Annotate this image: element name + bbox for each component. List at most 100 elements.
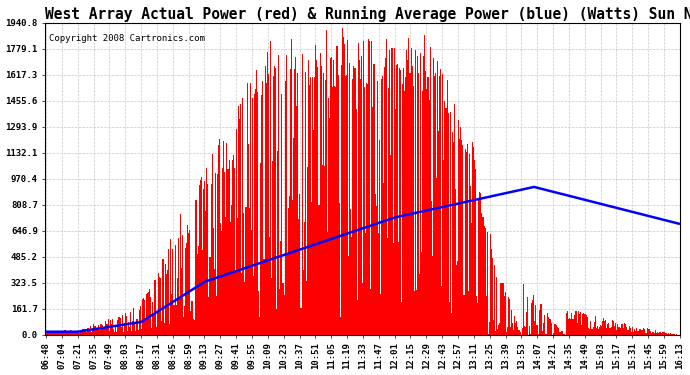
Bar [290,69,291,335]
Bar [611,320,613,335]
Bar [196,200,197,335]
Bar [605,320,607,335]
Bar [581,325,582,335]
Bar [141,299,143,335]
Bar [675,334,676,335]
Bar [475,170,476,335]
Bar [578,311,579,335]
Bar [67,333,68,335]
Bar [544,315,545,335]
Bar [286,55,287,335]
Bar [348,256,349,335]
Bar [170,239,171,335]
Bar [421,252,422,335]
Bar [178,238,179,335]
Bar [73,332,74,335]
Bar [107,324,108,335]
Bar [385,58,386,335]
Bar [546,334,547,335]
Bar [233,155,234,335]
Bar [128,322,129,335]
Bar [474,160,475,335]
Bar [144,300,145,335]
Bar [331,57,332,335]
Bar [506,333,507,335]
Bar [368,39,369,335]
Bar [157,273,159,335]
Bar [333,60,335,335]
Bar [408,38,409,335]
Bar [617,324,618,335]
Bar [598,329,599,335]
Bar [407,60,408,335]
Bar [307,167,308,335]
Bar [90,326,91,335]
Bar [345,76,346,335]
Bar [653,332,654,335]
Bar [234,168,235,335]
Bar [620,328,621,335]
Bar [434,76,435,335]
Bar [66,332,67,335]
Bar [498,325,500,335]
Bar [60,332,61,335]
Bar [412,66,413,335]
Bar [298,219,299,335]
Bar [676,334,677,335]
Bar [573,315,575,335]
Bar [169,324,170,335]
Bar [673,334,674,335]
Bar [94,326,95,335]
Bar [398,242,399,335]
Bar [563,334,564,335]
Bar [324,166,325,335]
Bar [439,76,440,335]
Bar [442,74,444,335]
Bar [310,77,311,335]
Bar [512,324,513,335]
Bar [166,274,167,335]
Bar [553,333,555,335]
Bar [615,323,616,335]
Bar [453,142,454,335]
Bar [547,313,548,335]
Bar [401,302,402,335]
Bar [206,168,208,335]
Bar [176,305,177,335]
Bar [246,83,248,335]
Bar [203,189,204,335]
Bar [624,323,625,335]
Bar [488,334,489,335]
Bar [289,196,290,335]
Text: Copyright 2008 Cartronics.com: Copyright 2008 Cartronics.com [48,34,204,43]
Bar [296,106,297,335]
Bar [562,331,563,335]
Bar [406,50,407,335]
Bar [582,314,583,335]
Bar [96,328,97,335]
Bar [161,321,162,335]
Bar [649,328,650,335]
Bar [110,320,111,335]
Bar [428,100,430,335]
Bar [69,333,70,335]
Bar [101,325,103,335]
Bar [212,154,213,335]
Bar [561,331,562,335]
Bar [492,258,493,335]
Bar [454,104,455,335]
Bar [266,51,268,335]
Bar [150,297,151,335]
Bar [440,69,441,335]
Bar [93,324,94,335]
Bar [104,327,105,335]
Bar [83,329,85,335]
Bar [650,331,651,335]
Bar [404,92,405,335]
Bar [518,330,520,335]
Bar [219,139,220,335]
Bar [545,334,546,335]
Bar [500,283,502,335]
Bar [671,334,672,335]
Bar [534,321,535,335]
